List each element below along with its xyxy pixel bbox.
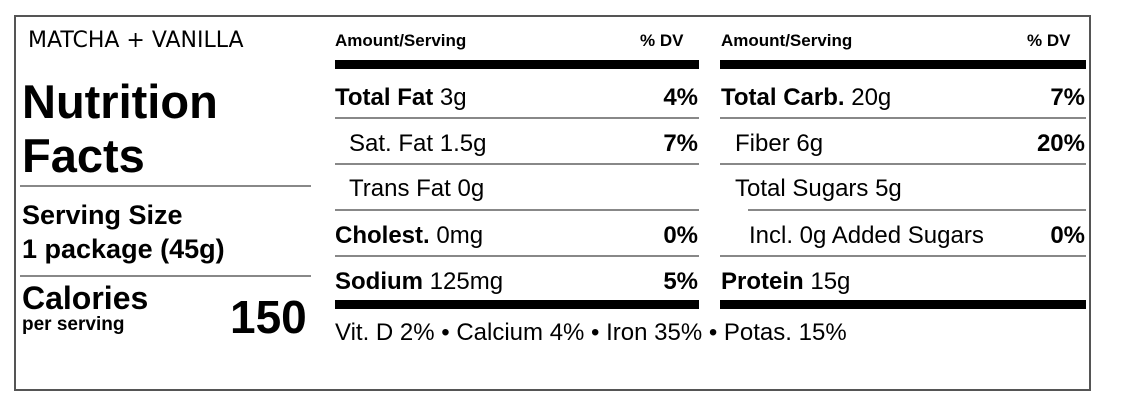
nutrient-row: Incl. 0g Added Sugars 0% <box>749 222 1085 249</box>
thick-bar <box>335 300 699 309</box>
thick-bar <box>335 60 699 69</box>
divider <box>20 275 311 277</box>
serving-size-label: Serving Size <box>22 200 183 230</box>
nutrient-row: Fiber 6g 20% <box>735 130 1085 157</box>
nutrient-row: Total Carb. 20g 7% <box>721 84 1085 111</box>
divider <box>720 163 1086 165</box>
calories-value: 150 <box>230 291 307 343</box>
vitamins-footer: Vit. D 2% • Calcium 4% • Iron 35% • Pota… <box>335 319 847 346</box>
divider <box>720 255 1086 257</box>
serving-size-value: 1 package (45g) <box>22 234 225 264</box>
nutrient-row: Cholest. 0mg 0% <box>335 222 698 249</box>
divider <box>20 185 311 187</box>
amount-header: Amount/Serving <box>335 31 467 50</box>
divider <box>335 255 699 257</box>
dv-header: % DV <box>640 31 684 50</box>
divider <box>335 209 699 211</box>
nutrient-row: Protein 15g <box>721 268 851 295</box>
divider <box>335 163 699 165</box>
brand-name: MATCHA + VANILLA <box>28 28 244 53</box>
nutrient-row: Sat. Fat 1.5g 7% <box>349 130 698 157</box>
calories-sub: per serving <box>22 314 125 335</box>
calories-label: Calories <box>22 280 149 316</box>
dv-header: % DV <box>1027 31 1071 50</box>
nutrient-row: Total Fat 3g 4% <box>335 84 698 111</box>
thick-bar <box>720 60 1086 69</box>
nutrition-label <box>14 15 1091 391</box>
amount-header: Amount/Serving <box>721 31 853 50</box>
thick-bar <box>720 300 1086 309</box>
divider <box>748 209 1086 211</box>
divider <box>720 117 1086 119</box>
nutrient-row: Sodium 125mg 5% <box>335 268 698 295</box>
nutrient-row: Total Sugars 5g <box>735 175 902 202</box>
divider <box>335 117 699 119</box>
title: Nutrition <box>22 75 218 128</box>
nutrient-row: Trans Fat 0g <box>349 175 485 202</box>
title: Facts <box>22 129 145 182</box>
